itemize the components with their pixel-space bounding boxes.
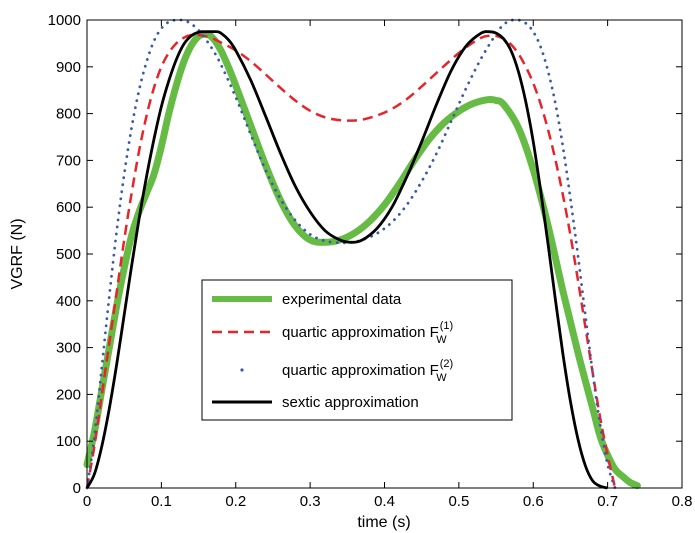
x-tick-label: 0.7 [597, 493, 618, 510]
y-tick-label: 1000 [48, 12, 81, 29]
legend-box [201, 279, 513, 421]
legend-swatch-quartic-2 [240, 368, 244, 372]
legend-label-sextic: sextic approximation [282, 394, 419, 411]
x-tick-label: 0.3 [300, 493, 321, 510]
y-tick-label: 700 [56, 152, 81, 169]
x-tick-label: 0.5 [448, 493, 469, 510]
series-line-1 [85, 33, 617, 489]
x-tick-label: 0.1 [151, 493, 172, 510]
y-tick-label: 500 [56, 246, 81, 263]
y-tick-label: 400 [56, 293, 81, 310]
y-tick-label: 900 [56, 59, 81, 76]
x-tick-label: 0.4 [374, 493, 395, 510]
y-axis-label: VGRF (N) [9, 218, 26, 289]
x-tick-label: 0 [83, 493, 91, 510]
y-tick-label: 200 [56, 386, 81, 403]
x-tick-label: 0.2 [225, 493, 246, 510]
y-tick-label: 0 [73, 480, 81, 497]
legend: experimental data quartic approximation … [201, 279, 513, 421]
series-layer [83, 18, 641, 490]
series-line-3 [85, 30, 608, 490]
y-tick-label: 800 [56, 106, 81, 123]
x-axis-label: time (s) [357, 514, 410, 531]
series-line-2 [85, 18, 617, 490]
ticks-layer: 0 0.1 0.2 0.3 0.4 0.5 0.6 0.7 0.8 0 100 200 300 400 50… [48, 12, 693, 510]
legend-label-experimental: experimental data [282, 291, 402, 308]
x-tick-label: 0.6 [523, 493, 544, 510]
y-tick-label: 300 [56, 340, 81, 357]
y-tick-label: 100 [56, 433, 81, 450]
x-tick-label: 0.8 [672, 493, 693, 510]
y-tick-label: 600 [56, 199, 81, 216]
series-line-0 [83, 30, 641, 490]
